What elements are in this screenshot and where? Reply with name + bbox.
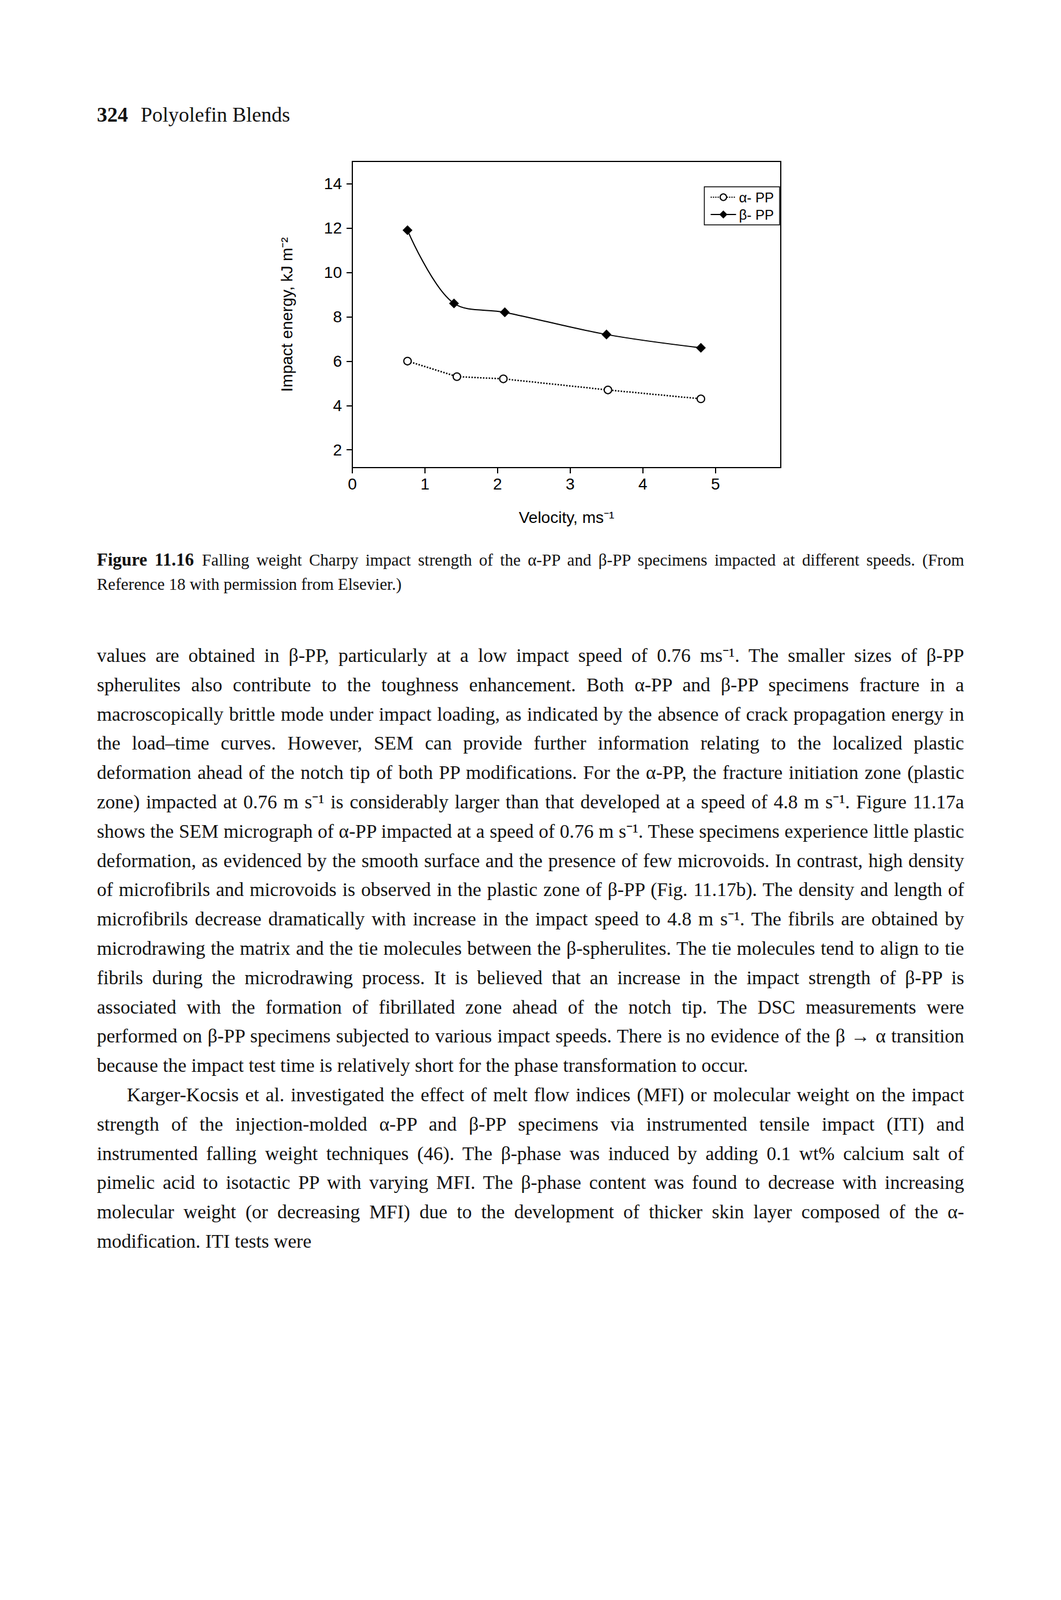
- svg-text:8: 8: [332, 307, 342, 326]
- svg-text:α- PP: α- PP: [738, 189, 774, 206]
- svg-text:Velocity, ms⁻¹: Velocity, ms⁻¹: [518, 508, 615, 527]
- svg-text:4: 4: [638, 475, 648, 494]
- svg-text:10: 10: [324, 263, 342, 282]
- svg-text:4: 4: [332, 396, 342, 415]
- svg-text:Impact energy, kJ m⁻²: Impact energy, kJ m⁻²: [277, 236, 296, 392]
- svg-text:12: 12: [324, 219, 342, 237]
- html-text:Figure 11.16 Falling weight Ch: Figure 11.16 Falling weight Charpy impac…: [96, 549, 965, 594]
- svg-text:3: 3: [565, 475, 575, 494]
- html-text:324: 324: [96, 103, 129, 127]
- svg-text:0: 0: [347, 475, 357, 494]
- svg-text:5: 5: [710, 475, 721, 494]
- html-text:Polyolefin Blends: Polyolefin Blends: [140, 103, 291, 127]
- svg-text:2: 2: [493, 475, 503, 494]
- svg-text:1: 1: [420, 475, 430, 494]
- svg-text:2: 2: [332, 441, 342, 459]
- html-text:values are obtained in β-PP, p: values are obtained in β-PP, particularl…: [96, 644, 965, 1077]
- html-text:Karger-Kocsis et al. investiga: Karger-Kocsis et al. investigated the ef…: [96, 1084, 965, 1252]
- svg-text:6: 6: [332, 352, 342, 371]
- svg-text:β- PP: β- PP: [738, 207, 774, 223]
- svg-text:14: 14: [324, 174, 342, 193]
